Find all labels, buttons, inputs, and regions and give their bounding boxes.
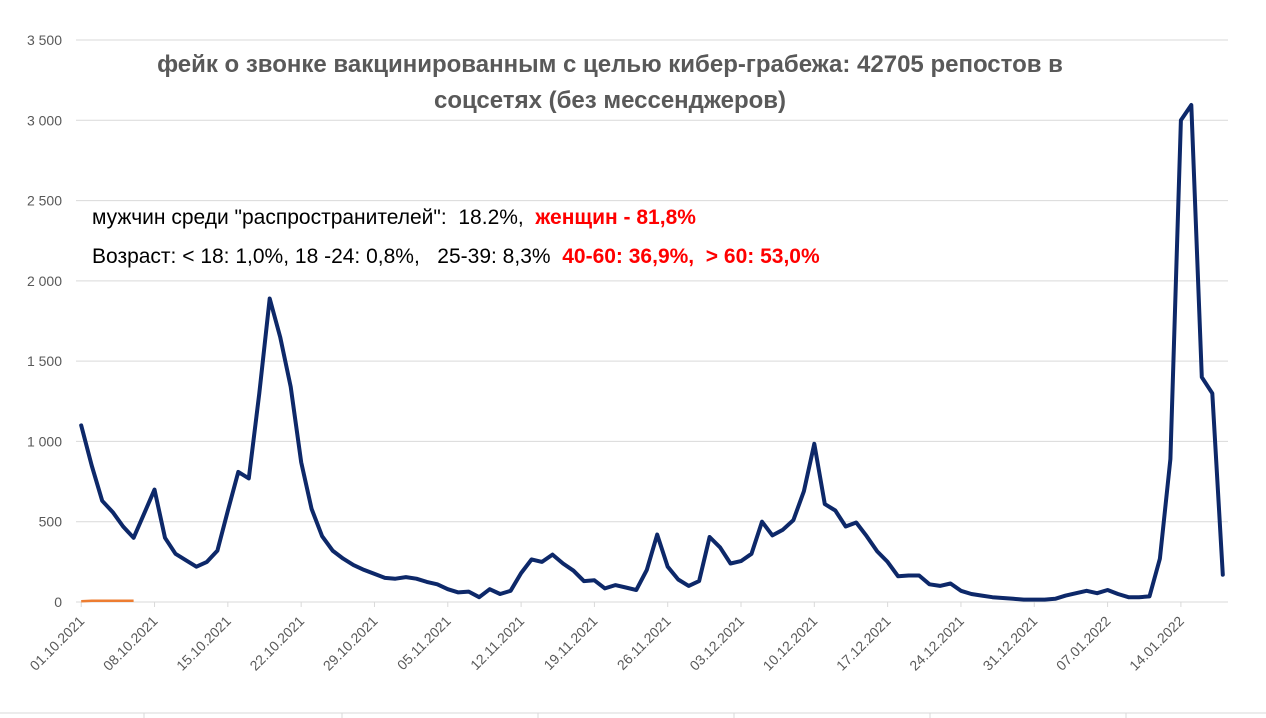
x-tick-label: 10.12.2021: [760, 613, 821, 674]
y-tick-label: 3 500: [27, 32, 62, 48]
series-line-reposts: [79, 103, 1225, 602]
x-tick-label: 31.12.2021: [980, 613, 1041, 674]
chart-subtitle: соцсетях (без мессенджеров): [434, 87, 786, 114]
gender-annotation: мужчин среди "распространителей": 18.2%,…: [92, 206, 696, 229]
x-tick-label: 15.10.2021: [173, 613, 234, 674]
y-tick-label: 3 000: [27, 112, 62, 128]
gridlines: [76, 39, 1228, 523]
x-tick-label: 08.10.2021: [100, 613, 161, 674]
x-tick-label: 03.12.2021: [686, 613, 747, 674]
y-tick-label: 1 000: [27, 433, 62, 449]
x-tick-label: 26.11.2021: [614, 613, 674, 673]
x-tick-label: 24.12.2021: [906, 613, 967, 674]
x-axis-labels: 01.10.2021 08.10.2021 15.10.2021 22.10.2021…: [26, 613, 1187, 674]
x-axis: [0, 601, 1266, 718]
age-annotation: Возраст: < 18: 1,0%, 18 -24: 0,8%, 25-39…: [92, 245, 820, 268]
age-annotation-text: Возраст: < 18: 1,0%, 18 -24: 0,8%, 25-39…: [92, 245, 562, 268]
series-lines: [79, 103, 1225, 603]
y-tick-label: 2 500: [27, 193, 62, 209]
x-tick-label: 29.10.2021: [320, 613, 381, 674]
y-tick-label: 2 000: [27, 273, 62, 289]
x-tick-label: 22.10.2021: [246, 613, 307, 674]
x-tick-label: 17.12.2021: [833, 613, 894, 674]
x-tick-label: 05.11.2021: [394, 613, 454, 673]
x-tick-label: 12.11.2021: [467, 613, 527, 673]
y-tick-label: 0: [54, 594, 62, 610]
y-axis: 0 500 1 000 1 500 2 000 2 500 3 000 3 500: [27, 32, 62, 610]
gender-annotation-highlight: женщин - 81,8%: [534, 206, 696, 229]
y-tick-label: 1 500: [27, 353, 62, 369]
x-tick-label: 01.10.2021: [26, 613, 87, 674]
x-tick-label: 19.11.2021: [540, 613, 600, 673]
x-tick-label: 14.01.2022: [1126, 613, 1187, 674]
x-tick-label: 07.01.2022: [1053, 613, 1114, 674]
age-annotation-highlight: 40-60: 36,9%, > 60: 53,0%: [562, 245, 820, 268]
chart-title: фейк о звонке вакцинированным с целью ки…: [157, 51, 1063, 78]
series-line-secondary: [81, 599, 134, 603]
gender-annotation-text: мужчин среди "распространителей": 18.2%,: [92, 206, 535, 229]
y-tick-label: 500: [39, 514, 63, 530]
